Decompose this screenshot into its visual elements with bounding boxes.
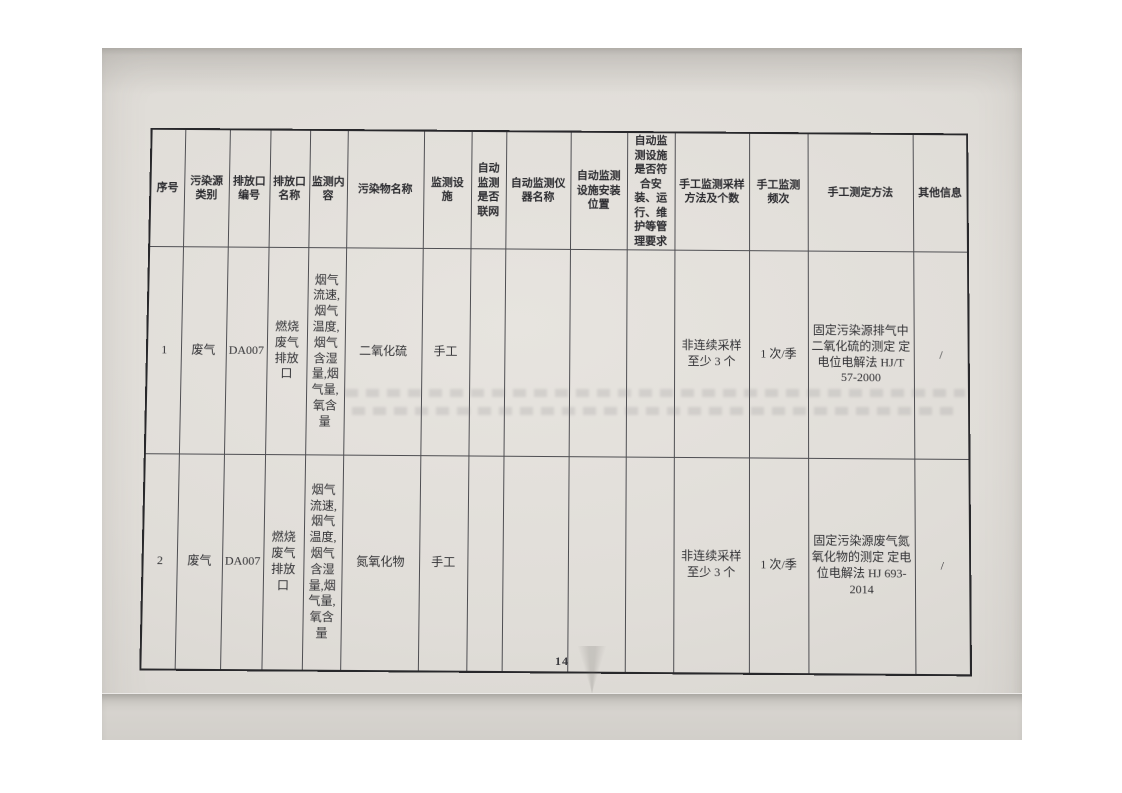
r2-monitor-facility: 手工	[417, 455, 469, 672]
scanned-paper-page: 序号 污染源类别 排放口编号 排放口名称 监测内容 污染物名称 监测设施 自动监…	[102, 48, 1022, 740]
r2-outlet-number: DA007	[220, 454, 266, 670]
r2-manual-frequency: 1 次/季	[748, 457, 809, 674]
r2-serial: 2	[140, 453, 179, 670]
col-header-outlet-name: 排放口名称	[268, 129, 311, 248]
table-row-2: 2 废气 DA007 燃烧废气排放口 烟气流速,烟气温度,烟气含湿量,烟气量,氧…	[140, 453, 971, 675]
r2-manual-sampling: 非连续采样至少 3 个	[673, 457, 749, 674]
r1-manual-method: 固定污染源排气中二氧化硫的测定 定电位电解法 HJ/T 57-2000	[807, 251, 915, 460]
r1-outlet-name: 燃烧废气排放口	[265, 247, 309, 455]
paper-crease-shadow	[510, 646, 674, 694]
r1-manual-sampling: 非连续采样至少 3 个	[673, 250, 750, 458]
r1-auto-compliance	[625, 249, 675, 458]
r1-auto-instrument-name	[503, 248, 570, 457]
r2-auto-instrument-name	[501, 456, 569, 672]
r1-auto-networked	[468, 248, 506, 457]
col-header-auto-instrument-name: 自动监测仪器名称	[505, 131, 571, 250]
r1-monitor-facility: 手工	[420, 248, 471, 456]
page-number: 14	[542, 654, 582, 669]
col-header-outlet-number: 排放口编号	[227, 129, 271, 248]
table-header-row: 序号 污染源类别 排放口编号 排放口名称 监测内容 污染物名称 监测设施 自动监…	[149, 128, 968, 253]
col-header-auto-install-location: 自动监测设施安装位置	[569, 131, 628, 250]
r2-pollutant-name: 氮氧化物	[340, 455, 421, 671]
r1-source-type: 废气	[178, 246, 228, 455]
col-header-auto-compliance: 自动监测设施是否符合安装、运行、维护等管理要求	[626, 132, 675, 251]
r1-serial: 1	[144, 246, 184, 454]
table-row-1: 1 废气 DA007 燃烧废气排放口 烟气流速,烟气温度,烟气含湿量,烟气量,氧…	[144, 246, 970, 460]
r2-source-type: 废气	[174, 453, 224, 670]
r1-outlet-number: DA007	[223, 247, 269, 455]
pollution-monitoring-table: 序号 污染源类别 排放口编号 排放口名称 监测内容 污染物名称 监测设施 自动监…	[139, 127, 972, 676]
col-header-manual-sampling: 手工监测采样方法及个数	[674, 132, 750, 251]
r2-manual-method: 固定污染源废气氮氧化物的测定 定电位电解法 HJ 693-2014	[808, 458, 916, 675]
r1-pollutant-name: 二氧化硫	[343, 247, 423, 456]
r2-auto-install-location	[567, 456, 626, 673]
r1-other-info: /	[913, 251, 970, 460]
monitoring-table-container: 序号 污染源类别 排放口编号 排放口名称 监测内容 污染物名称 监测设施 自动监…	[139, 127, 972, 676]
col-header-auto-networked: 自动监测是否联网	[470, 130, 507, 249]
r1-manual-frequency: 1 次/季	[748, 250, 809, 459]
r1-monitor-content: 烟气流速,烟气温度,烟气含湿量,烟气量,氧含量	[305, 247, 347, 456]
col-header-monitor-facility: 监测设施	[422, 130, 472, 249]
col-header-pollutant-name: 污染物名称	[346, 130, 425, 249]
r2-outlet-name: 燃烧废气排放口	[261, 454, 306, 671]
col-header-manual-frequency: 手工监测频次	[749, 132, 808, 252]
col-header-other-info: 其他信息	[912, 134, 968, 253]
r2-other-info: /	[914, 459, 971, 675]
r2-auto-compliance	[624, 457, 674, 673]
r2-monitor-content: 烟气流速,烟气温度,烟气含湿量,烟气量,氧含量	[301, 454, 344, 671]
paper-fold-edge	[102, 693, 1022, 740]
col-header-serial: 序号	[149, 128, 186, 247]
col-header-manual-method: 手工测定方法	[807, 133, 914, 252]
col-header-monitor-content: 监测内容	[308, 129, 348, 248]
r2-auto-networked	[466, 455, 504, 672]
col-header-source-type: 污染源类别	[183, 128, 230, 248]
r1-auto-install-location	[568, 249, 627, 458]
